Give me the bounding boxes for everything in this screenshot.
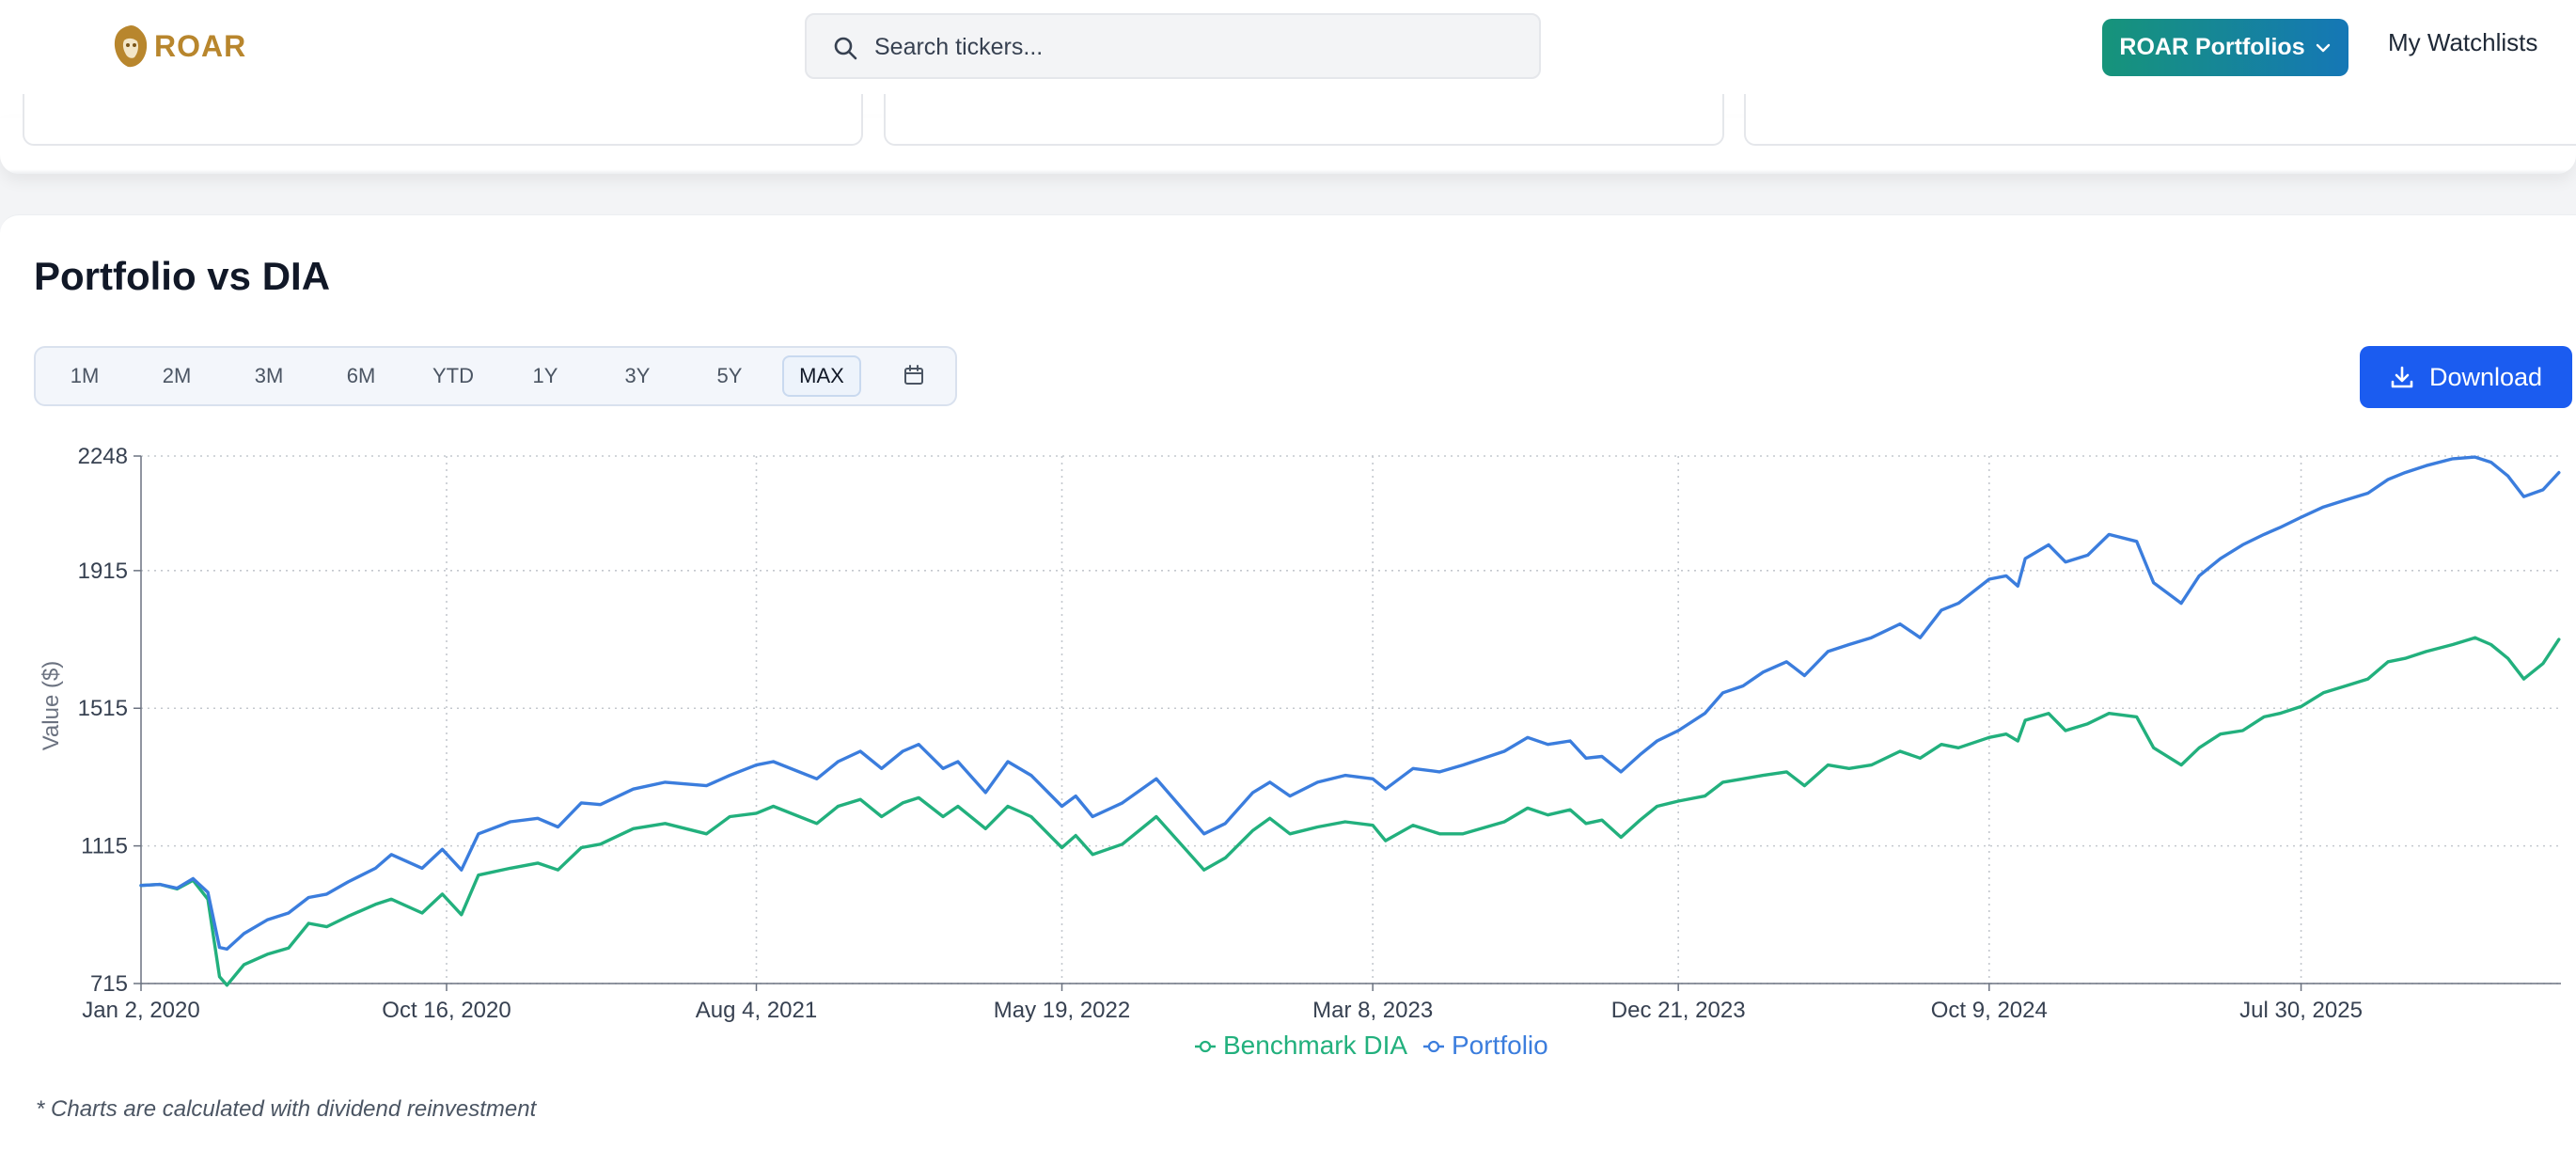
- time-range-selector: 1M 2M 3M 6M YTD 1Y 3Y 5Y MAX: [34, 346, 957, 406]
- download-label: Download: [2428, 362, 2543, 391]
- y-tick-label: 1515: [78, 696, 128, 721]
- y-tick-label: 1115: [81, 834, 128, 859]
- legend-swatch-marker: [1427, 1040, 1440, 1053]
- search-input[interactable]: [872, 24, 1516, 70]
- range-6m[interactable]: 6M: [322, 355, 401, 397]
- legend-label: Benchmark DIA: [1223, 1031, 1407, 1060]
- download-button[interactable]: Download: [2360, 346, 2572, 408]
- x-tick-label: Dec 21, 2023: [1611, 998, 1746, 1023]
- y-axis-label: Value ($): [39, 661, 64, 751]
- chart-legend[interactable]: Benchmark DIA Portfolio: [1195, 1031, 1548, 1060]
- footnote: * Charts are calculated with dividend re…: [36, 1096, 537, 1122]
- download-icon: [2391, 366, 2413, 388]
- calendar-icon: [904, 365, 923, 385]
- legend-item[interactable]: Benchmark DIA: [1195, 1031, 1407, 1060]
- series-line-benchmark-dia: [139, 636, 2561, 987]
- legend-item[interactable]: Portfolio: [1423, 1031, 1548, 1060]
- summary-card[interactable]: [884, 94, 1724, 146]
- range-2m[interactable]: 2M: [137, 355, 216, 397]
- x-tick-label: Aug 4, 2021: [696, 998, 817, 1023]
- range-3y[interactable]: 3Y: [598, 355, 677, 397]
- logo-text: ROAR: [154, 28, 247, 63]
- roar-logo[interactable]: ROAR: [111, 23, 246, 70]
- ticker-search[interactable]: [805, 13, 1541, 79]
- series-line-portfolio: [139, 455, 2561, 952]
- y-tick-label: 1915: [78, 559, 128, 584]
- summary-card[interactable]: [1744, 94, 2576, 146]
- y-tick-label: 2248: [78, 444, 128, 469]
- range-max[interactable]: MAX: [782, 355, 861, 397]
- summary-card[interactable]: [23, 94, 863, 146]
- range-1m[interactable]: 1M: [45, 355, 124, 397]
- page-title: Portfolio vs DIA: [34, 254, 331, 298]
- x-tick-label: Oct 9, 2024: [1931, 998, 2048, 1023]
- x-tick-label: Oct 16, 2020: [382, 998, 510, 1023]
- search-icon: [834, 37, 857, 60]
- custom-range-button[interactable]: [874, 355, 953, 397]
- legend-swatch-marker: [1199, 1040, 1212, 1053]
- legend-label: Portfolio: [1452, 1031, 1548, 1060]
- x-tick-label: Jan 2, 2020: [82, 998, 199, 1023]
- y-tick-label: 715: [90, 971, 128, 997]
- roar-portfolios-button[interactable]: ROAR Portfolios: [2102, 19, 2348, 76]
- chevron-down-icon: [2316, 43, 2330, 52]
- lion-logo-icon: [114, 25, 148, 68]
- range-5y[interactable]: 5Y: [690, 355, 769, 397]
- range-1y[interactable]: 1Y: [506, 355, 585, 397]
- range-3m[interactable]: 3M: [229, 355, 308, 397]
- portfolio-vs-benchmark-chart[interactable]: 715 1115 1515 1915 2248 Jan 2, 2020 Oct 16, 20…: [0, 414, 2576, 1091]
- x-tick-label: May 19, 2022: [994, 998, 1130, 1023]
- x-tick-label: Mar 8, 2023: [1312, 998, 1433, 1023]
- roar-portfolios-label: ROAR Portfolios: [2119, 34, 2305, 60]
- my-watchlists-link[interactable]: My Watchlists: [2388, 28, 2538, 56]
- x-tick-label: Jul 30, 2025: [2239, 998, 2363, 1023]
- range-ytd[interactable]: YTD: [414, 355, 493, 397]
